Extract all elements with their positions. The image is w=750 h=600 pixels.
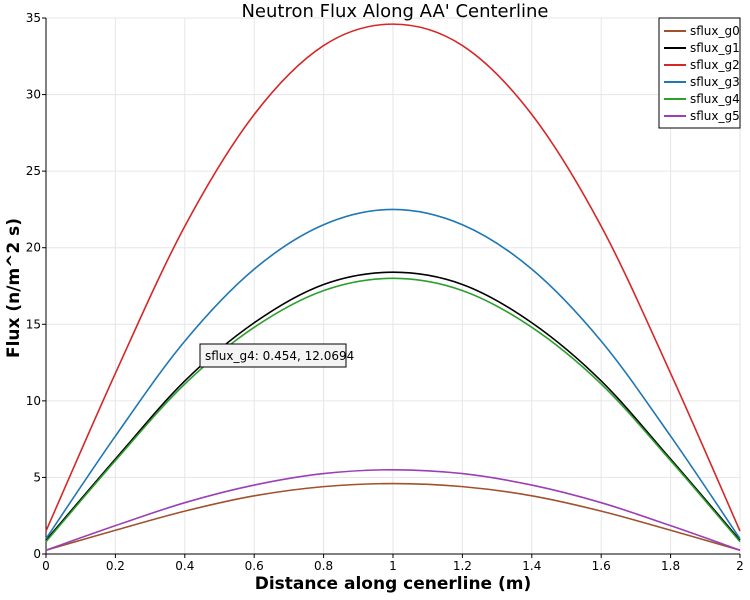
y-tick-label: 25 bbox=[26, 164, 41, 178]
y-tick-label: 0 bbox=[33, 547, 41, 561]
series-line-sflux_g0 bbox=[45, 482, 741, 551]
tooltip-text: sflux_g4: 0.454, 12.0694 bbox=[205, 349, 354, 363]
x-tick-label: 0.4 bbox=[175, 559, 194, 573]
legend-label-sflux_g0: sflux_g0 bbox=[690, 24, 740, 38]
x-tick-label: 1.4 bbox=[522, 559, 541, 573]
axes bbox=[42, 17, 741, 558]
legend-box bbox=[658, 17, 741, 129]
y-tick-label: 20 bbox=[26, 241, 41, 255]
x-tick-label: 2 bbox=[736, 559, 744, 573]
series-line-sflux_g4 bbox=[45, 277, 741, 543]
series-line-sflux_g1 bbox=[45, 271, 741, 541]
x-tick-labels: 0 0.2 0.4 0.6 0.8 1 1.2 1.4 1.6 1.8 2 bbox=[42, 559, 744, 573]
x-tick-label: 0.8 bbox=[314, 559, 333, 573]
y-tick-label: 5 bbox=[33, 470, 41, 484]
legend-label-sflux_g5: sflux_g5 bbox=[690, 109, 740, 123]
x-tick-label: 1 bbox=[389, 559, 397, 573]
legend-label-sflux_g2: sflux_g2 bbox=[690, 58, 740, 72]
legend-label-sflux_g3: sflux_g3 bbox=[690, 75, 740, 89]
x-tick-label: 1.8 bbox=[661, 559, 680, 573]
tooltip: sflux_g4: 0.454, 12.0694 bbox=[199, 343, 354, 368]
x-tick-label: 0 bbox=[42, 559, 50, 573]
y-tick-label: 10 bbox=[26, 394, 41, 408]
x-tick-label: 1.2 bbox=[453, 559, 472, 573]
y-tick-label: 15 bbox=[26, 317, 41, 331]
grid bbox=[45, 17, 741, 555]
series-line-sflux_g3 bbox=[45, 208, 741, 540]
chart-title: Neutron Flux Along AA' Centerline bbox=[241, 1, 548, 22]
x-axis-title: Distance along cenerline (m) bbox=[255, 574, 532, 594]
legend-label-sflux_g4: sflux_g4 bbox=[690, 92, 740, 106]
x-tick-label: 0.6 bbox=[245, 559, 264, 573]
series-line-sflux_g5 bbox=[45, 468, 741, 551]
y-tick-labels: 0 5 10 15 20 25 30 35 bbox=[26, 11, 41, 561]
series-line-sflux_g2 bbox=[45, 23, 741, 532]
series-group bbox=[45, 23, 741, 551]
y-tick-label: 30 bbox=[26, 88, 41, 102]
x-tick-label: 0.2 bbox=[106, 559, 125, 573]
y-tick-label: 35 bbox=[26, 11, 41, 25]
legend-label-sflux_g1: sflux_g1 bbox=[690, 41, 740, 55]
legend: sflux_g0 sflux_g1 sflux_g2 sflux_g3 sflux_g4… bbox=[658, 17, 741, 129]
x-tick-label: 1.6 bbox=[592, 559, 611, 573]
y-axis-title: Flux (n/m^2 s) bbox=[4, 218, 24, 358]
tooltip-box bbox=[199, 343, 347, 368]
